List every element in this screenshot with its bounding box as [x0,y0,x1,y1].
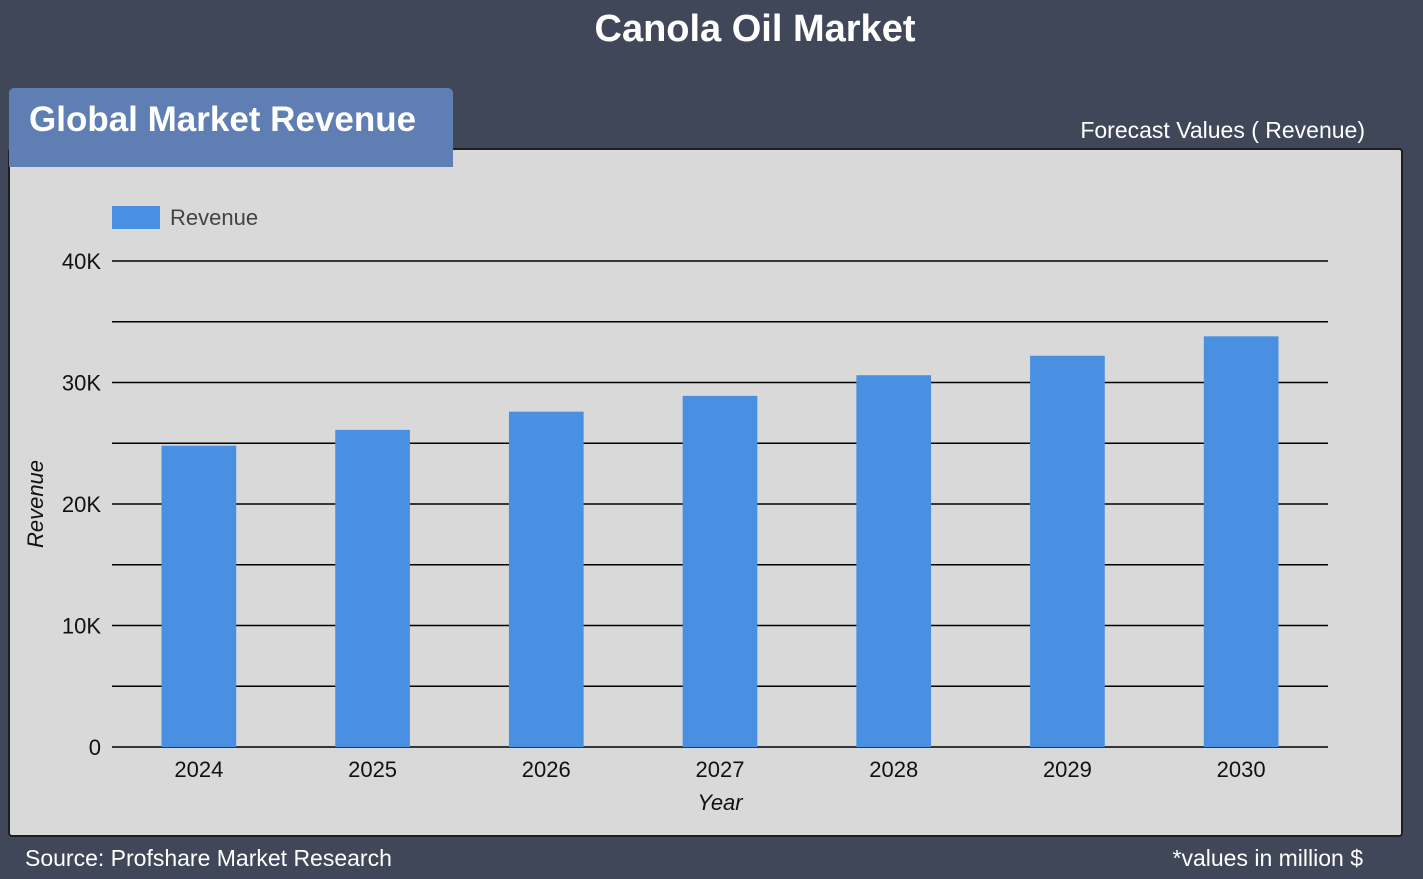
y-tick-label: 40K [62,249,101,274]
revenue-bar-chart: 0 10K 20K 30K 40K 2024 2025 2026 2027 2028 2029 203… [23,205,1328,815]
x-tick-label: 2026 [522,757,571,782]
x-tick-label: 2027 [696,757,745,782]
source-note: Source: Profshare Market Research [25,845,392,871]
x-tick-label: 2029 [1043,757,1092,782]
bar [508,411,584,747]
y-tick-label: 10K [62,614,101,639]
bar [1203,336,1279,747]
y-tick-label: 0 [89,735,101,760]
bar [161,445,237,747]
x-tick-label: 2025 [348,757,397,782]
bar [335,429,410,747]
x-tick-label: 2028 [869,757,918,782]
legend-swatch [112,206,160,229]
legend-label: Revenue [170,205,258,230]
x-tick-label: 2030 [1217,757,1266,782]
y-tick-label: 20K [62,492,101,517]
x-axis-label: Year [697,790,744,815]
section-badge-label: Global Market Revenue [29,100,417,139]
page-title: Canola Oil Market [594,8,916,50]
bar [682,395,758,747]
y-tick-label: 30K [62,371,101,396]
forecast-label: Forecast Values ( Revenue) [1080,117,1365,143]
section-badge: Global Market Revenue [9,88,453,167]
chart-panel: 0 10K 20K 30K 40K 2024 2025 2026 2027 2028 2029 203… [8,148,1403,837]
bar [1030,355,1105,747]
x-tick-label: 2024 [174,757,223,782]
units-note: *values in million $ [1172,845,1363,871]
bar [856,375,932,747]
y-axis-label: Revenue [23,460,48,548]
